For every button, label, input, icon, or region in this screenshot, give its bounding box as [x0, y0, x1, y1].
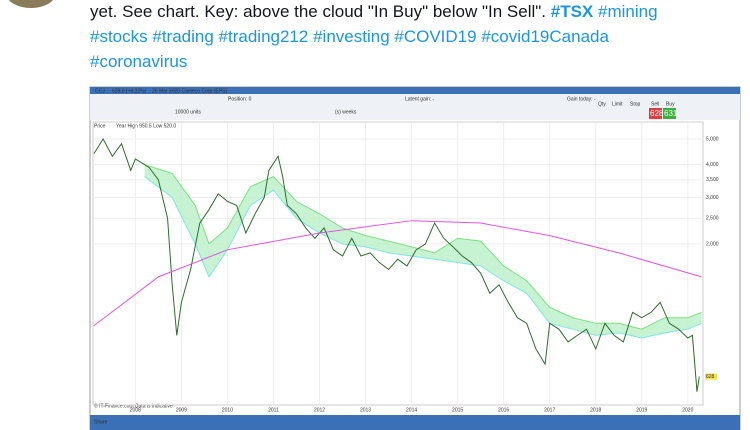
toolbar [90, 94, 740, 120]
buy-price: 631 [664, 109, 678, 118]
hashtag[interactable]: #trading [152, 27, 214, 46]
label: Qty [598, 101, 606, 107]
y-tick-label: 4,000 [706, 162, 719, 168]
period: (s) weeks [335, 109, 357, 115]
image-frame [89, 86, 741, 430]
x-tick-label: 2015 [452, 407, 463, 413]
source: © IT-Finance.com Data is indicative [94, 402, 173, 409]
range: Year High 950.5 Low 520.0 [116, 123, 176, 129]
x-tick-label: 2013 [360, 407, 371, 413]
title-bar [90, 87, 740, 94]
hashtag[interactable]: #mining [598, 2, 658, 21]
latent-gain: Latent gain: - [405, 96, 435, 102]
position: Position: 0 [228, 96, 252, 102]
x-tick-label: 2014 [406, 407, 417, 413]
hashtag[interactable]: #covid19Canada [481, 27, 609, 46]
share-button[interactable]: Share [94, 419, 108, 425]
plot-area [92, 121, 704, 406]
units: 10000 units [175, 109, 201, 115]
x-tick-label: 2009 [176, 407, 187, 413]
label: Buy [666, 101, 675, 107]
y-tick-label: 3,500 [706, 177, 719, 183]
series-line [93, 220, 702, 327]
x-tick-label: 2018 [590, 407, 601, 413]
gain-today: Gain today: - [567, 96, 596, 102]
sell-button[interactable] [649, 108, 662, 119]
symbol: CCJ [95, 88, 105, 94]
tweet-line: #coronavirus [90, 52, 187, 72]
price-label: Price [94, 123, 106, 129]
hashtag[interactable]: #COVID19 [394, 27, 477, 46]
x-tick-label: 2010 [222, 407, 233, 413]
subtitle: 26 Mar 2020 Cameco Corp (EPS) [152, 88, 227, 94]
series-line [93, 138, 700, 392]
y-tick-label: 2,500 [706, 216, 719, 222]
bottom-bar [90, 415, 740, 430]
cloud-fill [144, 164, 702, 338]
x-tick-label: 2008 [130, 407, 141, 413]
hashtag[interactable]: #TSX [550, 2, 594, 21]
label: Limit [612, 101, 623, 107]
buy-button[interactable] [663, 108, 676, 119]
label: Stop [630, 101, 641, 107]
hashtag[interactable]: #stocks [90, 27, 148, 46]
hashtag[interactable]: #trading212 [218, 27, 309, 46]
y-tick-label: 5,000 [706, 136, 719, 142]
tweet-line: yet. See chart. Key: above the cloud "In… [90, 2, 658, 22]
hashtag[interactable]: #coronavirus [90, 52, 188, 71]
tweet-line: #stocks #trading #trading212 #investing … [90, 27, 609, 47]
hashtag[interactable]: #investing [313, 27, 390, 46]
tweet-text: yet. See chart. Key: above the cloud "In… [90, 2, 547, 21]
x-tick-label: 2017 [544, 407, 555, 413]
label: Sell [651, 101, 659, 107]
last-price-label: 628 [706, 374, 715, 380]
last-price-box [705, 373, 717, 380]
y-tick-label: 2,000 [706, 241, 719, 247]
cloud-lower [144, 176, 702, 339]
x-tick-label: 2012 [314, 407, 325, 413]
x-tick-label: 2020 [682, 407, 693, 413]
cloud-upper [144, 164, 702, 330]
avatar [6, 0, 56, 8]
sell-price: 628 [650, 109, 664, 118]
change: 628.0 (+4.22%) [112, 88, 147, 94]
x-tick-label: 2011 [268, 407, 279, 413]
x-tick-label: 2016 [498, 407, 509, 413]
y-tick-label: 3,000 [706, 195, 719, 201]
x-tick-label: 2019 [636, 407, 647, 413]
